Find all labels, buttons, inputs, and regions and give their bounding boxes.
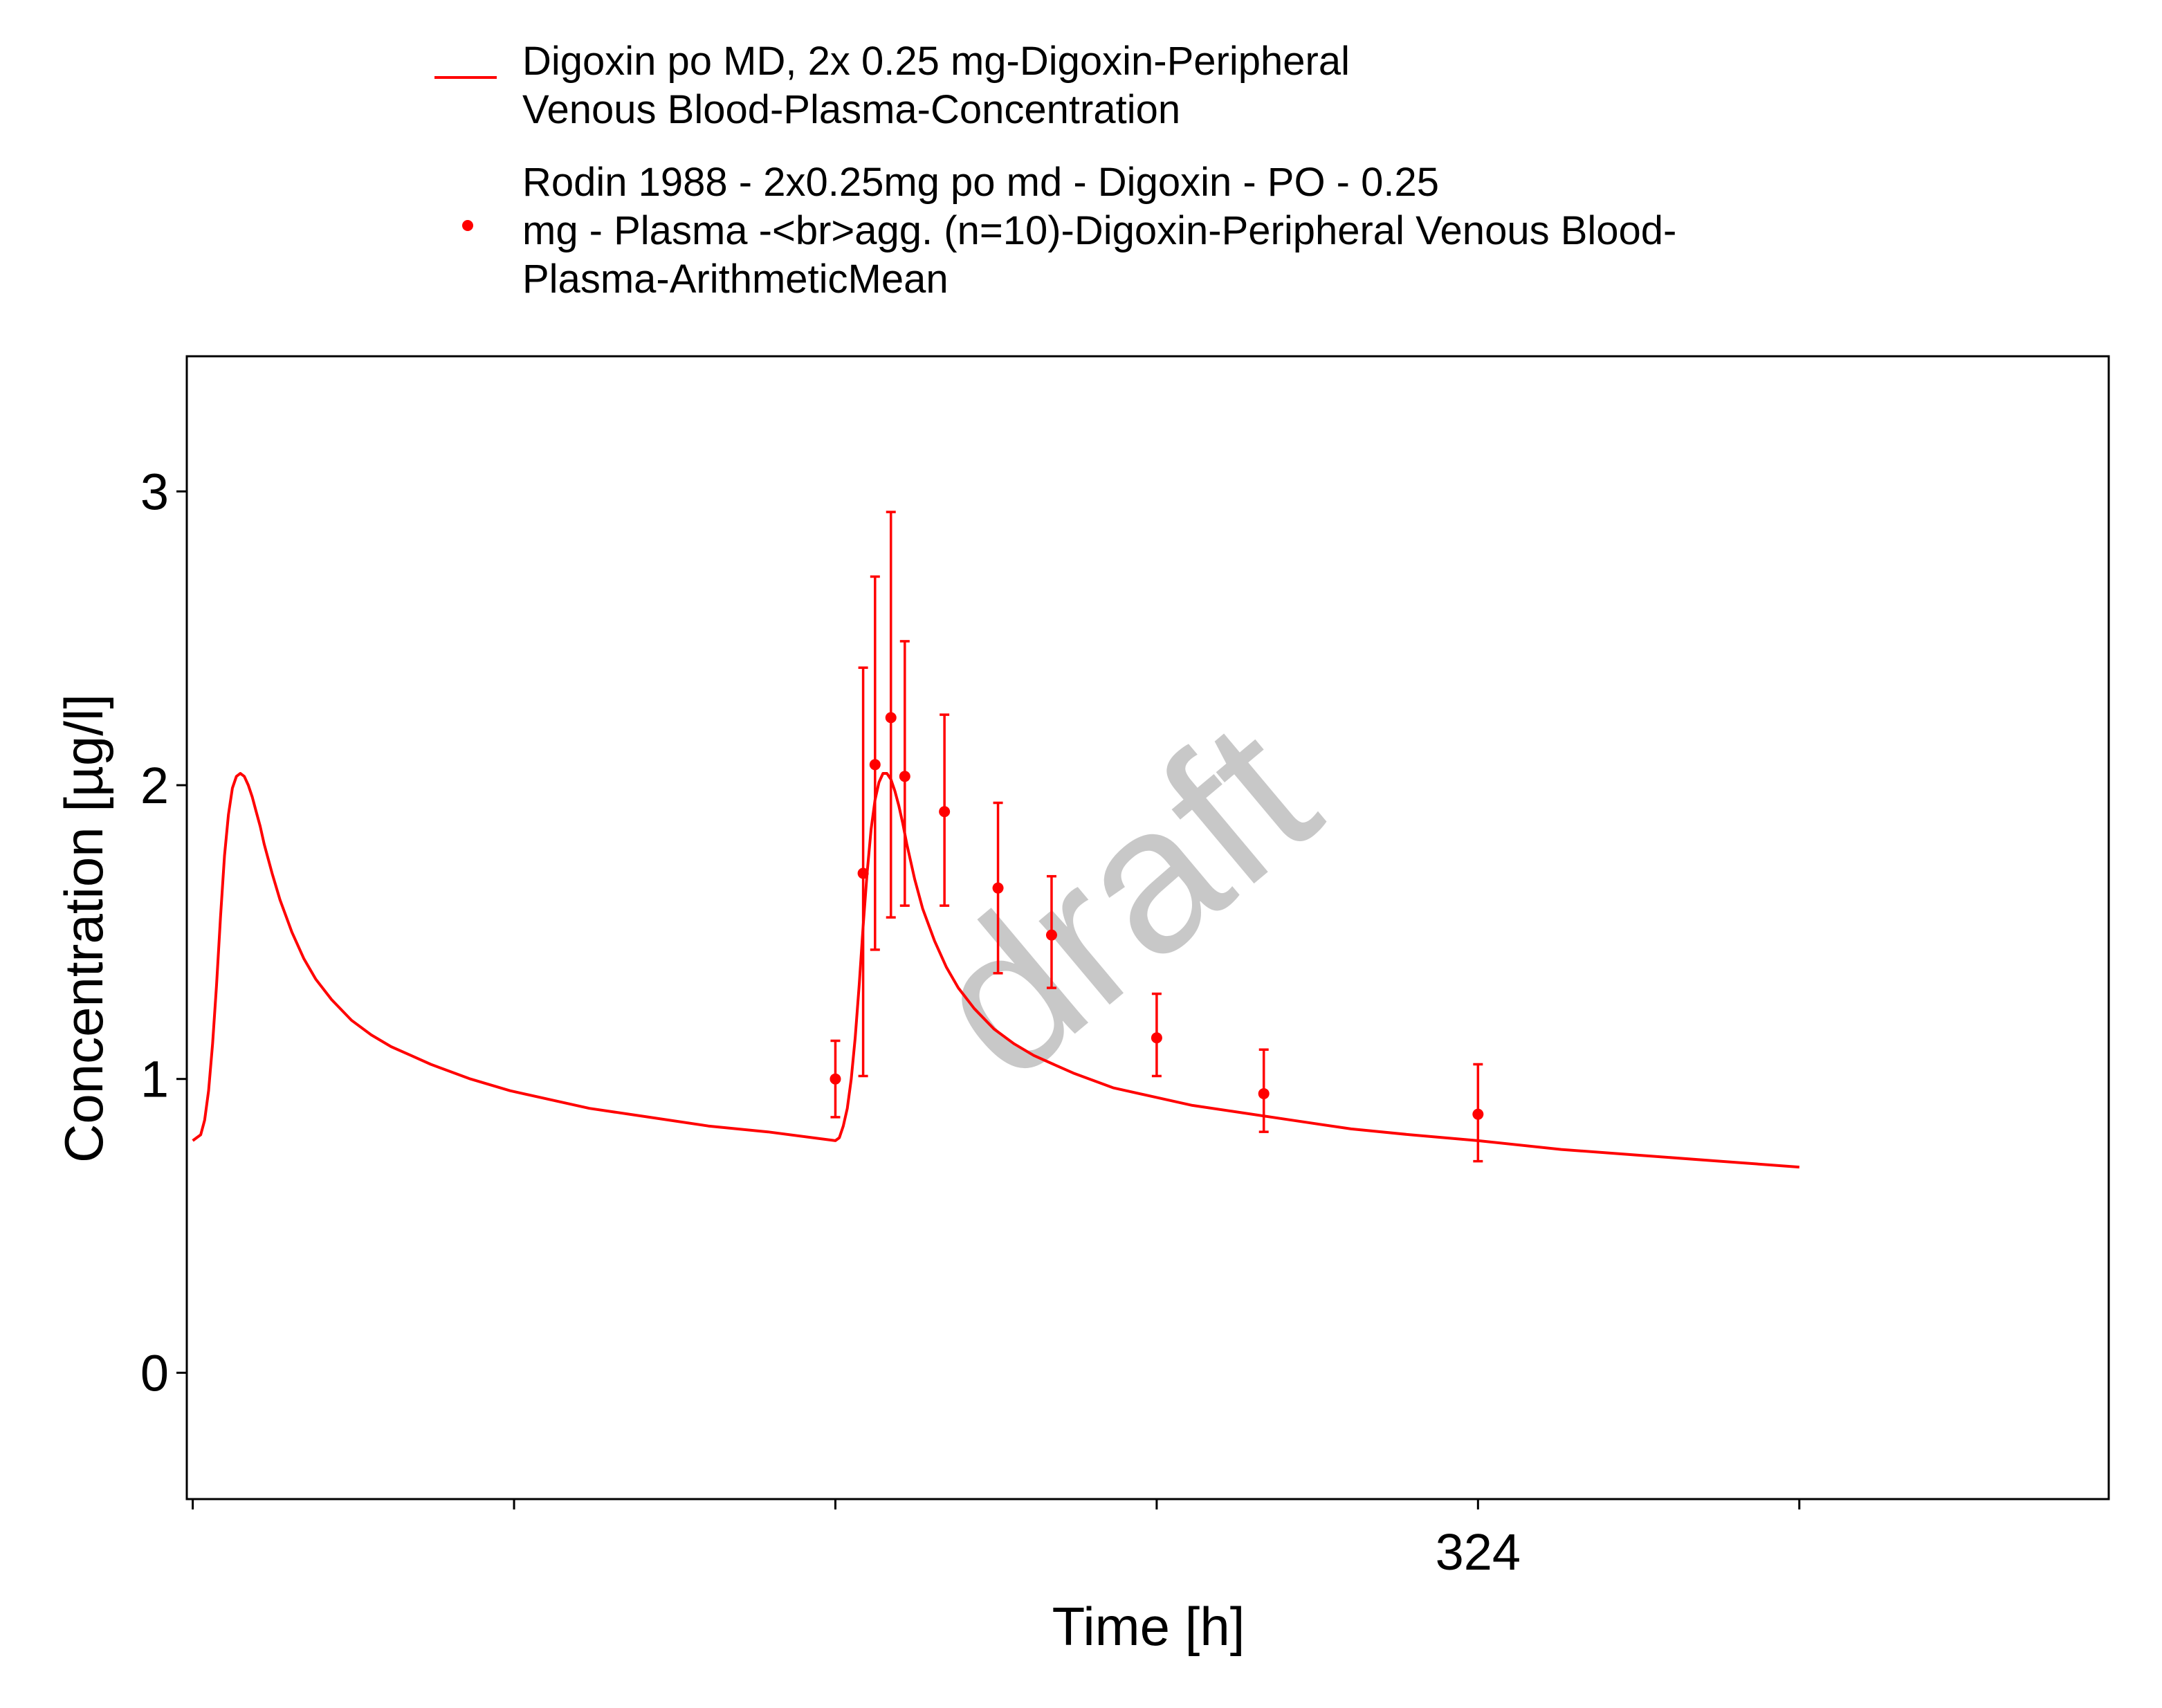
observed-point <box>1151 1032 1162 1044</box>
observed-point <box>857 867 869 879</box>
legend-marker-swatch <box>462 220 473 231</box>
y-axis-title: Concentration [µg/l] <box>53 694 114 1163</box>
y-axis-ticks: 0 1 2 3 <box>140 463 187 1402</box>
y-tick-label: 2 <box>140 757 169 814</box>
plot-frame <box>185 355 2110 1500</box>
observed-point <box>899 771 910 782</box>
x-tick-label: 324 <box>1436 1523 1521 1581</box>
observed-point <box>1045 929 1057 941</box>
y-tick-label: 3 <box>140 463 169 520</box>
legend-label-simulation-line-1: Digoxin po MD, 2x 0.25 mg-Digoxin-Periph… <box>522 39 1350 84</box>
legend-label-observed-line-1: Rodin 1988 - 2x0.25mg po md - Digoxin - … <box>522 160 1439 205</box>
watermark-draft: draft <box>889 677 1357 1122</box>
legend-label-observed-line-2: mg - Plasma -<br>agg. (n=10)-Digoxin-Per… <box>522 208 1676 253</box>
observed-point <box>992 882 1004 894</box>
observed-point <box>1258 1087 1270 1099</box>
y-tick-label: 0 <box>140 1344 169 1402</box>
x-axis-title: Time [h] <box>1052 1596 1245 1657</box>
observed-point <box>869 759 881 771</box>
legend-label-simulation-line-2: Venous Blood-Plasma-Concentration <box>522 87 1180 132</box>
legend: Digoxin po MD, 2x 0.25 mg-Digoxin-Periph… <box>434 39 1676 302</box>
simulation-line <box>192 772 1799 1169</box>
observed-point <box>939 806 951 818</box>
series-layer <box>192 511 1799 1169</box>
legend-label-observed-line-3: Plasma-ArithmeticMean <box>522 257 949 302</box>
observed-point <box>830 1073 841 1085</box>
y-tick-label: 1 <box>140 1051 169 1108</box>
x-axis-ticks: 324 <box>192 1499 1801 1581</box>
observed-point <box>1472 1108 1484 1120</box>
observed-point <box>885 712 897 724</box>
